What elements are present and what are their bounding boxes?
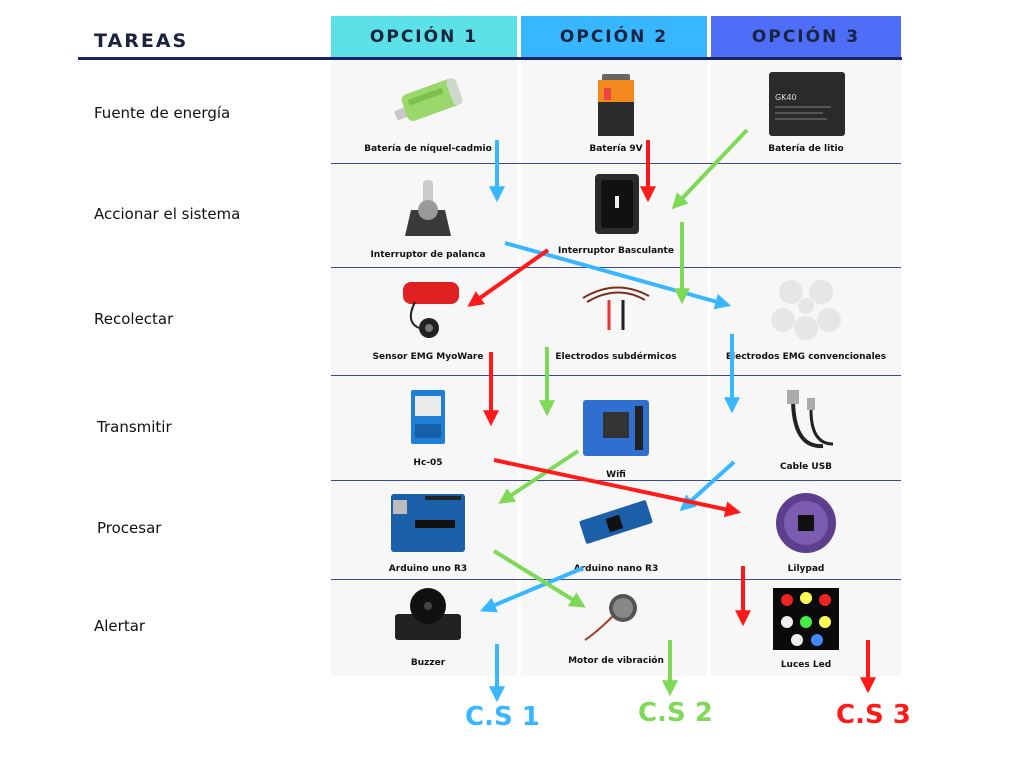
component-label: Electrodos EMG convencionales: [725, 352, 887, 362]
row-divider: [331, 163, 901, 164]
task-process: Procesar: [97, 519, 162, 537]
buzzer-icon: [385, 584, 471, 650]
task-power-source: Fuente de energía: [94, 104, 231, 122]
component-card: Cable USB: [712, 388, 900, 472]
option2-header: OPCIÓN 2: [521, 16, 707, 57]
row-divider: [331, 579, 901, 580]
component-card: Motor de vibración: [522, 582, 710, 666]
task-activate-system: Accionar el sistema: [94, 205, 241, 223]
usb-cable-icon: [763, 388, 849, 454]
component-card: GK40 Batería de litio: [712, 70, 900, 154]
component-label: Wifi: [606, 470, 626, 480]
header-underline: [78, 57, 902, 60]
lithium-battery-icon: GK40: [763, 70, 849, 136]
component-card: Batería de níquel-cadmio: [334, 70, 522, 154]
component-card: Wifi: [522, 396, 710, 480]
cs1-label: C.S 1: [465, 702, 540, 732]
9v-battery-icon: [573, 70, 659, 136]
component-label: Arduino nano R3: [573, 564, 659, 574]
arduino-nano-icon: [573, 490, 659, 556]
component-card: Electrodos subdérmicos: [522, 278, 710, 362]
cs3-label: C.S 3: [836, 700, 911, 730]
component-card: Interruptor de palanca: [334, 176, 522, 260]
task-transmit: Transmitir: [97, 418, 172, 436]
row-divider: [331, 375, 901, 376]
lilypad-icon: [763, 490, 849, 556]
led-lights-icon: [763, 586, 849, 652]
component-card: Interruptor Basculante: [522, 172, 710, 256]
toggle-switch-icon: [385, 176, 471, 242]
component-label: Electrodos subdérmicos: [555, 352, 677, 362]
component-label: Lilypad: [787, 564, 825, 574]
task-alert: Alertar: [94, 617, 146, 635]
component-label: Motor de vibración: [568, 656, 664, 666]
tasks-header: TAREAS: [94, 30, 189, 52]
option1-header: OPCIÓN 1: [331, 16, 517, 57]
component-label: Batería de níquel-cadmio: [364, 144, 492, 154]
cs2-label: C.S 2: [638, 698, 713, 728]
rocker-switch-icon: [573, 172, 659, 238]
component-card: Arduino nano R3: [522, 490, 710, 574]
component-label: Cable USB: [779, 462, 833, 472]
component-card: Hc-05: [334, 384, 522, 468]
task-collect: Recolectar: [94, 310, 174, 328]
nicd-battery-icon: [385, 70, 471, 136]
row-divider: [331, 267, 901, 268]
component-label: Batería de litio: [768, 144, 844, 154]
bluetooth-module-icon: [385, 384, 471, 450]
emg-sensor-icon: [385, 278, 471, 344]
component-label: Interruptor de palanca: [370, 250, 486, 260]
component-label: Batería 9V: [589, 144, 643, 154]
component-card: Buzzer: [334, 584, 522, 668]
component-label: Sensor EMG MyoWare: [372, 352, 484, 362]
emg-electrodes-icon: [763, 278, 849, 344]
vibration-motor-icon: [573, 582, 659, 648]
subdermal-electrodes-icon: [573, 278, 659, 344]
component-card: Sensor EMG MyoWare: [334, 278, 522, 362]
row-divider: [331, 480, 901, 481]
component-card: Arduino uno R3: [334, 490, 522, 574]
component-card: Lilypad: [712, 490, 900, 574]
component-label: Buzzer: [410, 658, 446, 668]
component-label: Hc-05: [413, 458, 443, 468]
component-card: Batería 9V: [522, 70, 710, 154]
component-card: Electrodos EMG convencionales: [712, 278, 900, 362]
component-label: Luces Led: [780, 660, 832, 670]
component-label: Arduino uno R3: [388, 564, 468, 574]
component-label: Interruptor Basculante: [558, 246, 674, 256]
svg-text:GK40: GK40: [775, 93, 797, 102]
component-card: Luces Led: [712, 586, 900, 670]
option3-header: OPCIÓN 3: [711, 16, 901, 57]
arduino-uno-icon: [385, 490, 471, 556]
wifi-module-icon: [573, 396, 659, 462]
